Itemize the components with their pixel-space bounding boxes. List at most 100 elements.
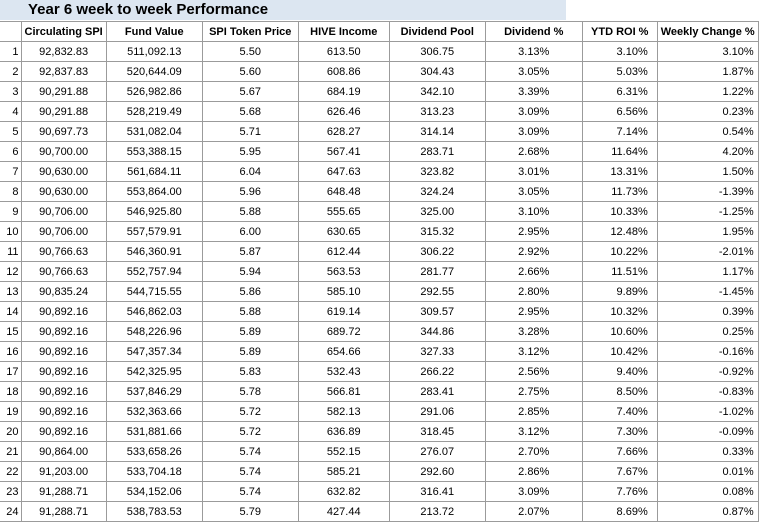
dividend-percent-cell: 3.13% — [484, 41, 583, 62]
dividend-percent-cell: 3.28% — [484, 321, 583, 342]
circulating-spi-cell: 90,630.00 — [20, 161, 107, 182]
dividend-pool-cell: 313.23 — [388, 101, 486, 122]
table-row: 4 90,291.88 528,219.49 5.68 626.46 313.23 3.09… — [0, 101, 759, 122]
dividend-pool-cell: 281.77 — [388, 261, 486, 282]
row-number: 5 — [0, 121, 22, 142]
spi-token-price-cell: 5.50 — [201, 41, 299, 62]
dividend-percent-cell: 3.05% — [484, 61, 583, 82]
dividend-percent-cell: 2.75% — [484, 381, 583, 402]
dividend-pool-cell: 314.14 — [388, 121, 486, 142]
dividend-pool-cell: 291.06 — [388, 401, 486, 422]
sheet-title: Year 6 week to week Performance — [28, 1, 269, 18]
row-number: 23 — [0, 481, 22, 502]
row-number: 21 — [0, 441, 22, 462]
table-row: 19 90,892.16 532,363.66 5.72 582.13 291.06 2.8… — [0, 401, 759, 422]
hive-income-header: HIVE Income — [297, 21, 390, 42]
weekly-change-cell: 3.10% — [656, 41, 759, 62]
dividend-percent-cell: 2.86% — [484, 461, 583, 482]
row-number: 22 — [0, 461, 22, 482]
fund-value-cell: 561,684.11 — [105, 161, 203, 182]
spi-token-price-cell: 5.60 — [201, 61, 299, 82]
fund-value-cell: 557,579.91 — [105, 221, 203, 242]
dividend-percent-cell: 3.12% — [484, 421, 583, 442]
ytd-roi-cell: 10.33% — [581, 201, 658, 222]
circulating-spi-cell: 90,766.63 — [20, 241, 107, 262]
dividend-percent-cell: 2.95% — [484, 221, 583, 242]
ytd-roi-cell: 7.66% — [581, 441, 658, 462]
dividend-percent-header: Dividend % — [484, 21, 583, 42]
hive-income-cell: 585.21 — [297, 461, 390, 482]
fund-value-cell: 531,881.66 — [105, 421, 203, 442]
spi-token-price-cell: 5.95 — [201, 141, 299, 162]
weekly-change-cell: 0.33% — [656, 441, 759, 462]
table-row: 11 90,766.63 546,360.91 5.87 612.44 306.22 2.9… — [0, 241, 759, 262]
hive-income-cell: 427.44 — [297, 501, 390, 522]
table-row: 9 90,706.00 546,925.80 5.88 555.65 325.00 3.10… — [0, 201, 759, 222]
fund-value-cell: 553,864.00 — [105, 181, 203, 202]
dividend-pool-cell: 304.43 — [388, 61, 486, 82]
hive-income-cell: 612.44 — [297, 241, 390, 262]
table-row: 2 92,837.83 520,644.09 5.60 608.86 304.43 3.05… — [0, 61, 759, 82]
dividend-pool-cell: 306.75 — [388, 41, 486, 62]
dividend-pool-cell: 327.33 — [388, 341, 486, 362]
spi-token-price-cell: 5.88 — [201, 301, 299, 322]
fund-value-cell: 531,082.04 — [105, 121, 203, 142]
hive-income-cell: 648.48 — [297, 181, 390, 202]
dividend-pool-cell: 306.22 — [388, 241, 486, 262]
weekly-change-cell: 1.50% — [656, 161, 759, 182]
circulating-spi-cell: 91,203.00 — [20, 461, 107, 482]
spi-token-price-cell: 5.87 — [201, 241, 299, 262]
row-number: 1 — [0, 41, 22, 62]
dividend-percent-cell: 3.09% — [484, 481, 583, 502]
fund-value-header: Fund Value — [105, 21, 203, 42]
weekly-change-cell: -2.01% — [656, 241, 759, 262]
dividend-percent-cell: 3.12% — [484, 341, 583, 362]
circulating-spi-cell: 90,630.00 — [20, 181, 107, 202]
hive-income-cell: 613.50 — [297, 41, 390, 62]
spi-token-price-cell: 5.79 — [201, 501, 299, 522]
hive-income-cell: 636.89 — [297, 421, 390, 442]
ytd-roi-cell: 9.89% — [581, 281, 658, 302]
table-row: 8 90,630.00 553,864.00 5.96 648.48 324.24 3.05… — [0, 181, 759, 202]
hive-income-cell: 630.65 — [297, 221, 390, 242]
weekly-change-cell: -0.83% — [656, 381, 759, 402]
row-number: 15 — [0, 321, 22, 342]
spi-token-price-cell: 5.94 — [201, 261, 299, 282]
dividend-pool-cell: 316.41 — [388, 481, 486, 502]
circulating-spi-cell: 90,700.00 — [20, 141, 107, 162]
ytd-roi-cell: 7.14% — [581, 121, 658, 142]
table-row: 15 90,892.16 548,226.96 5.89 689.72 344.86 3.2… — [0, 321, 759, 342]
table-row: 7 90,630.00 561,684.11 6.04 647.63 323.82 3.01… — [0, 161, 759, 182]
ytd-roi-cell: 8.69% — [581, 501, 658, 522]
circulating-spi-cell: 90,291.88 — [20, 101, 107, 122]
dividend-percent-cell: 3.09% — [484, 101, 583, 122]
hive-income-cell: 608.86 — [297, 61, 390, 82]
weekly-change-header: Weekly Change % — [656, 21, 759, 42]
ytd-roi-cell: 8.50% — [581, 381, 658, 402]
weekly-change-cell: 0.08% — [656, 481, 759, 502]
spi-token-price-cell: 5.83 — [201, 361, 299, 382]
row-number: 9 — [0, 201, 22, 222]
fund-value-cell: 528,219.49 — [105, 101, 203, 122]
header-row: Circulating SPI Fund Value SPI Token Price… — [0, 21, 759, 42]
dividend-pool-cell: 323.82 — [388, 161, 486, 182]
circulating-spi-cell: 90,892.16 — [20, 321, 107, 342]
weekly-change-cell: -1.45% — [656, 281, 759, 302]
ytd-roi-cell: 10.32% — [581, 301, 658, 322]
row-number: 18 — [0, 381, 22, 402]
table-row: 14 90,892.16 546,862.03 5.88 619.14 309.57 2.9… — [0, 301, 759, 322]
spi-token-price-cell: 5.78 — [201, 381, 299, 402]
hive-income-cell: 632.82 — [297, 481, 390, 502]
performance-table: Circulating SPI Fund Value SPI Token Price… — [0, 21, 759, 522]
table-row: 17 90,892.16 542,325.95 5.83 532.43 266.22 2.5… — [0, 361, 759, 382]
fund-value-cell: 537,846.29 — [105, 381, 203, 402]
dividend-pool-cell: 266.22 — [388, 361, 486, 382]
dividend-pool-cell: 213.72 — [388, 501, 486, 522]
table-row: 13 90,835.24 544,715.55 5.86 585.10 292.55 2.8… — [0, 281, 759, 302]
spi-token-price-cell: 5.67 — [201, 81, 299, 102]
hive-income-cell: 563.53 — [297, 261, 390, 282]
dividend-percent-cell: 3.01% — [484, 161, 583, 182]
circulating-spi-header: Circulating SPI — [20, 21, 107, 42]
hive-income-cell: 566.81 — [297, 381, 390, 402]
dividend-percent-cell: 3.10% — [484, 201, 583, 222]
